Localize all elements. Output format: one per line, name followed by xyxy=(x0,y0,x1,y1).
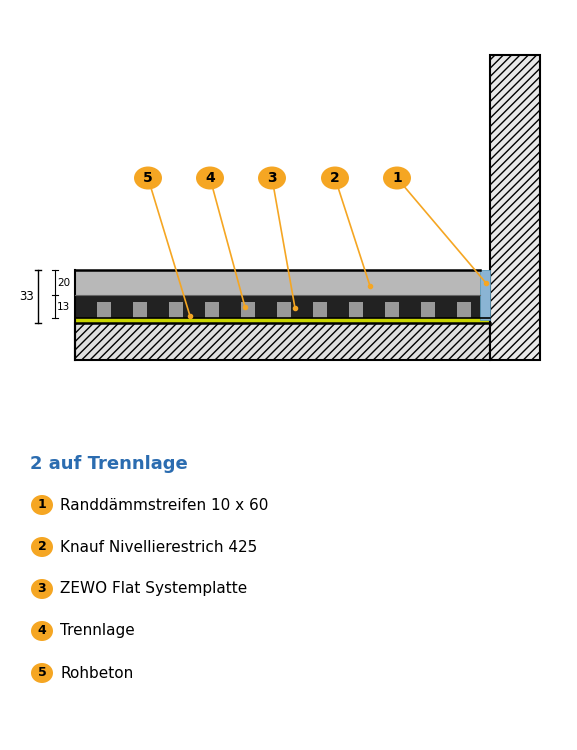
Bar xyxy=(97,302,111,318)
Text: Rohbeton: Rohbeton xyxy=(60,665,133,680)
Ellipse shape xyxy=(383,166,411,190)
Text: 1: 1 xyxy=(392,171,402,185)
Bar xyxy=(133,302,147,318)
Text: 4: 4 xyxy=(205,171,215,185)
Ellipse shape xyxy=(31,495,53,515)
Text: Trennlage: Trennlage xyxy=(60,623,135,638)
Ellipse shape xyxy=(134,166,162,190)
Text: 2: 2 xyxy=(38,541,46,554)
Bar xyxy=(277,302,291,318)
Bar xyxy=(205,302,219,318)
Bar xyxy=(241,302,255,318)
Bar xyxy=(313,302,327,318)
Text: Knauf Nivellierestrich 425: Knauf Nivellierestrich 425 xyxy=(60,539,257,554)
Ellipse shape xyxy=(31,579,53,599)
Bar xyxy=(490,55,540,360)
Bar xyxy=(385,302,399,318)
Ellipse shape xyxy=(31,621,53,641)
Text: Randdämmstreifen 10 x 60: Randdämmstreifen 10 x 60 xyxy=(60,497,268,512)
Text: 2: 2 xyxy=(330,171,340,185)
Ellipse shape xyxy=(258,166,286,190)
Bar xyxy=(457,302,471,318)
Ellipse shape xyxy=(321,166,349,190)
Bar xyxy=(490,55,540,360)
Text: 20: 20 xyxy=(57,278,70,287)
Bar xyxy=(75,295,490,318)
Text: 3: 3 xyxy=(267,171,277,185)
Text: 13: 13 xyxy=(57,302,70,311)
Bar xyxy=(75,323,490,360)
Bar xyxy=(75,323,490,360)
Bar xyxy=(75,318,490,323)
Text: 2 auf Trennlage: 2 auf Trennlage xyxy=(30,455,188,473)
Ellipse shape xyxy=(196,166,224,190)
Text: 4: 4 xyxy=(38,625,46,638)
Bar xyxy=(169,302,183,318)
Text: 5: 5 xyxy=(38,667,46,680)
Bar xyxy=(480,270,490,320)
Bar xyxy=(421,302,435,318)
Text: 5: 5 xyxy=(143,171,153,185)
Text: 33: 33 xyxy=(19,290,34,303)
Ellipse shape xyxy=(31,663,53,683)
Text: 3: 3 xyxy=(38,583,46,596)
Text: 1: 1 xyxy=(38,499,46,512)
Text: ZEWO Flat Systemplatte: ZEWO Flat Systemplatte xyxy=(60,581,248,596)
Ellipse shape xyxy=(31,537,53,557)
Bar xyxy=(75,270,490,295)
Bar xyxy=(349,302,363,318)
